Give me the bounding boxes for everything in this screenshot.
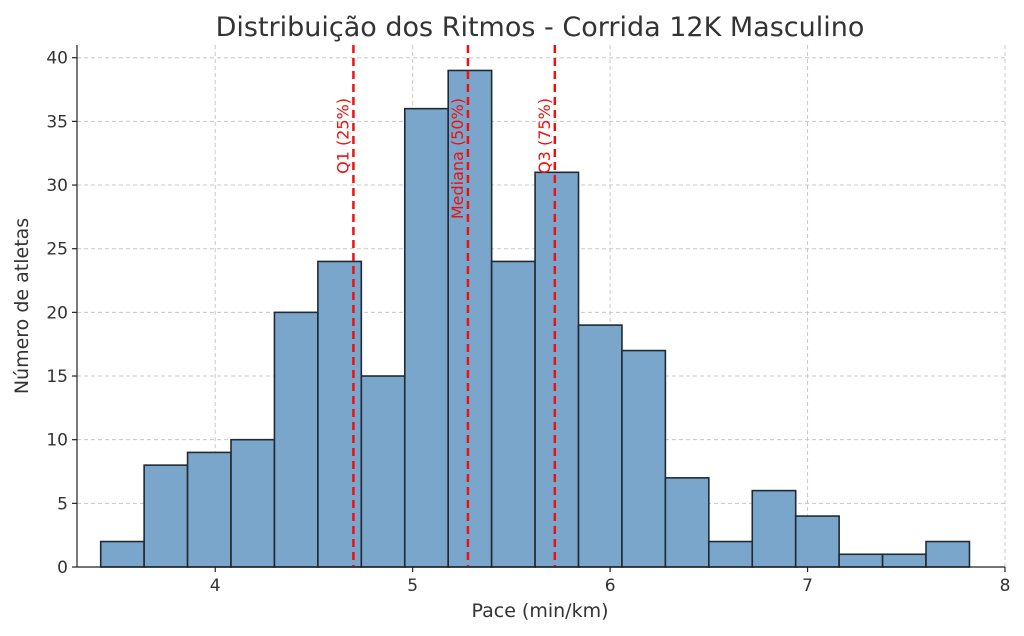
histogram-bar <box>186 451 232 568</box>
histogram-bar <box>925 540 971 568</box>
histogram-bar <box>838 553 884 568</box>
x-axis-label: Pace (min/km) <box>472 600 609 622</box>
quartile-label: Q1 (25%) <box>333 98 352 174</box>
chart-title: Distribuição dos Ritmos - Corrida 12K Ma… <box>216 12 865 43</box>
histogram-bar <box>490 260 536 568</box>
histogram-bar <box>708 540 754 568</box>
histogram-bar <box>360 375 406 568</box>
histogram-bar <box>534 171 580 568</box>
quartile-lines: Q1 (25%) Mediana (50%) Q3 (75%) <box>333 45 557 567</box>
y-tick-label: 40 <box>46 49 68 69</box>
y-tick-label: 5 <box>57 494 68 514</box>
histogram-bar <box>664 477 710 568</box>
histogram-bar <box>621 349 667 568</box>
y-tick-label: 15 <box>46 367 68 387</box>
quartile-label: Mediana (50%) <box>448 98 467 219</box>
x-tick-label: 7 <box>802 576 813 596</box>
y-axis-label: Número de atletas <box>11 218 33 394</box>
x-tick-label: 5 <box>407 576 418 596</box>
histogram-bar <box>230 438 276 568</box>
histogram-bar <box>751 489 797 568</box>
x-tick-label: 4 <box>210 576 221 596</box>
histogram-bar <box>794 515 840 568</box>
y-tick-label: 20 <box>46 303 68 323</box>
quartile-label: Q3 (75%) <box>535 98 554 174</box>
y-tick-label: 10 <box>46 431 68 451</box>
x-tick-label: 6 <box>605 576 616 596</box>
histogram-bar <box>577 324 623 568</box>
histogram-bar <box>99 540 145 568</box>
axes: 4 5 6 7 8 0 5 10 15 20 25 30 35 40 <box>46 45 1010 596</box>
histogram-bar <box>881 553 927 568</box>
y-tick-label: 25 <box>46 240 68 260</box>
y-tick-label: 30 <box>46 176 68 196</box>
y-tick-label: 0 <box>57 558 68 578</box>
x-tick-label: 8 <box>1000 576 1011 596</box>
histogram-bar <box>273 311 319 568</box>
histogram-bar <box>143 464 189 568</box>
histogram-bar <box>317 260 363 568</box>
y-tick-label: 35 <box>46 112 68 132</box>
histogram-bar <box>403 107 449 568</box>
